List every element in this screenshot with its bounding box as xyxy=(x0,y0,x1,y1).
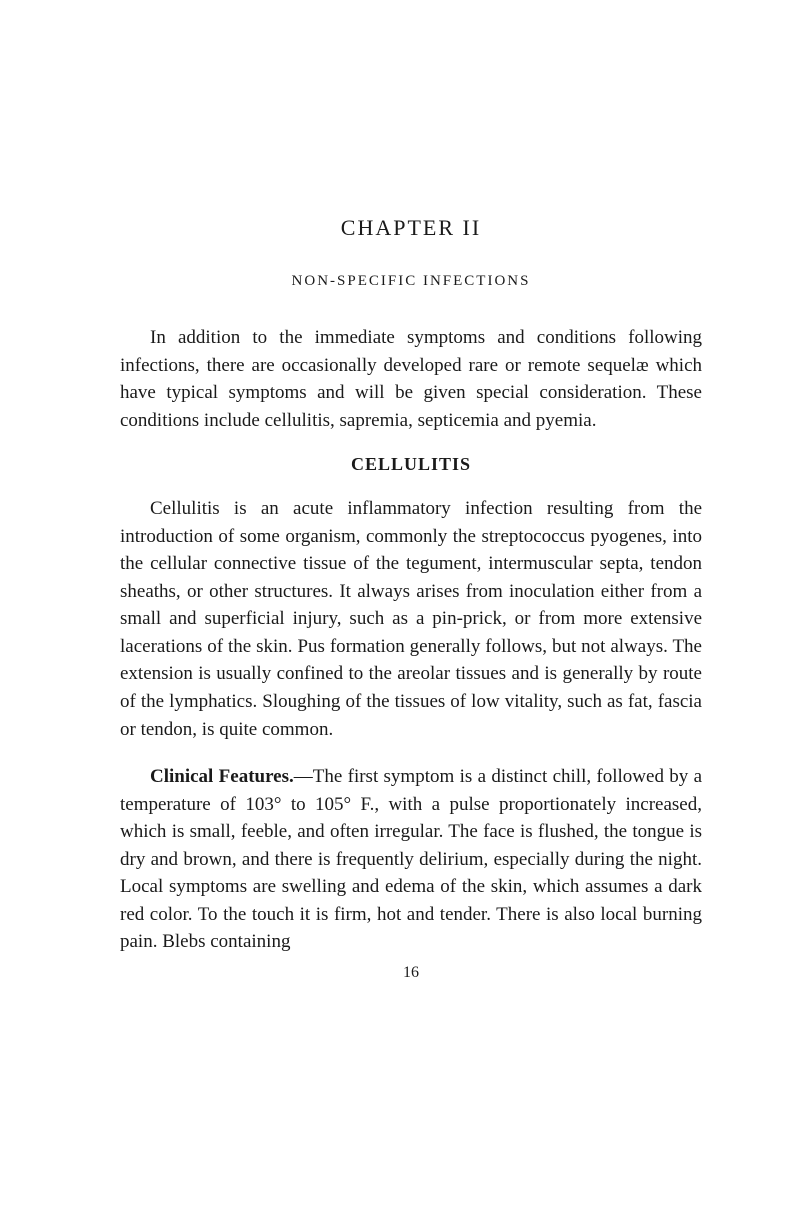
cellulitis-paragraph-1: Cellulitis is an acute inflammatory infe… xyxy=(120,495,702,743)
clinical-features-text: —The first symptom is a distinct chill, … xyxy=(120,766,702,952)
intro-paragraph: In addition to the immediate symptoms an… xyxy=(120,324,702,434)
cellulitis-heading: CELLULITIS xyxy=(120,454,702,475)
clinical-features-paragraph: Clinical Features.—The first symptom is … xyxy=(120,763,702,956)
chapter-title: CHAPTER II xyxy=(120,215,702,241)
section-subtitle: NON-SPECIFIC INFECTIONS xyxy=(120,273,702,290)
page-container: CHAPTER II NON-SPECIFIC INFECTIONS In ad… xyxy=(0,0,800,1022)
clinical-features-label: Clinical Features. xyxy=(150,766,294,787)
page-number: 16 xyxy=(120,964,702,982)
